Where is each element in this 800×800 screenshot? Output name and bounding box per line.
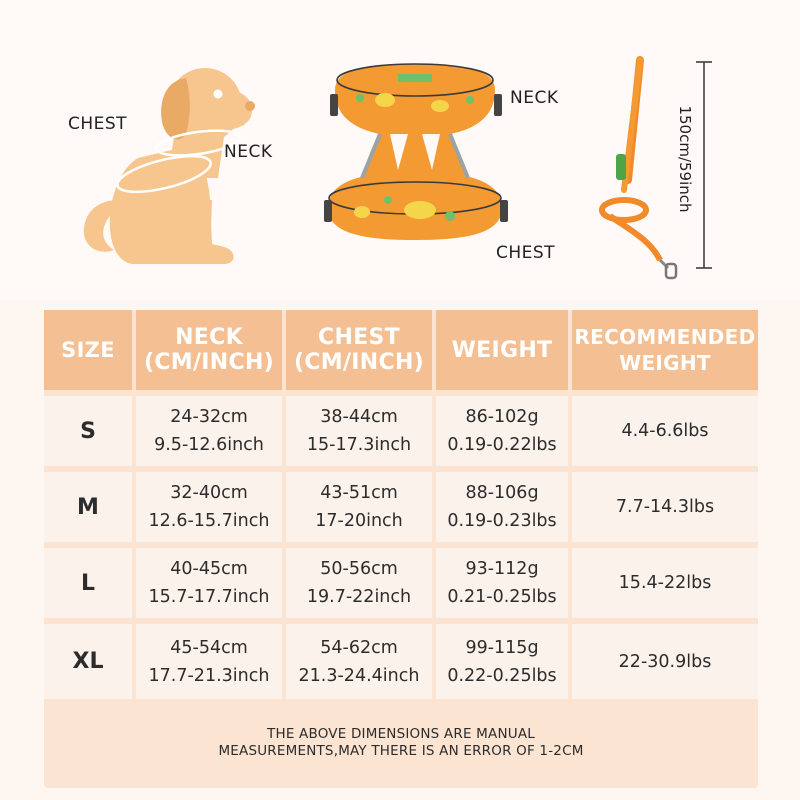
recommended-weight: 15.4-22lbs [619, 569, 712, 597]
chest-cell: 43-51cm 17-20inch [286, 472, 432, 542]
harness-chest-label: CHEST [496, 243, 555, 263]
leash-image [580, 40, 730, 280]
header-weight: WEIGHT [436, 310, 568, 390]
size-label: XL [73, 649, 104, 674]
weight-lbs: 0.21-0.25lbs [447, 583, 556, 611]
header-size-label: SIZE [61, 338, 115, 363]
measurement-note: THE ABOVE DIMENSIONS ARE MANUAL MEASUREM… [44, 707, 758, 779]
harness-image [300, 50, 530, 250]
neck-cm: 32-40cm [170, 479, 248, 507]
weight-g: 88-106g [465, 479, 538, 507]
neck-inch: 9.5-12.6inch [154, 431, 264, 459]
neck-inch: 12.6-15.7inch [149, 507, 270, 535]
chest-cell: 38-44cm 15-17.3inch [286, 396, 432, 466]
header-neck: NECK (CM/INCH) [136, 310, 282, 390]
size-label: M [77, 495, 99, 520]
row-size-l: L [44, 548, 132, 618]
weight-lbs: 0.22-0.25lbs [447, 662, 556, 690]
chest-cm: 50-56cm [320, 555, 398, 583]
recommended-cell: 7.7-14.3lbs [572, 472, 758, 542]
recommended-cell: 22-30.9lbs [572, 624, 758, 699]
size-label: S [80, 419, 96, 444]
header-chest-line1: CHEST [318, 325, 400, 350]
harness-neck-label: NECK [510, 88, 558, 108]
weight-g: 99-115g [465, 634, 538, 662]
header-chest-line2: (CM/INCH) [294, 350, 424, 375]
neck-cm: 24-32cm [170, 403, 248, 431]
weight-g: 93-112g [465, 555, 538, 583]
chest-inch: 15-17.3inch [307, 431, 411, 459]
header-recommended-line1: RECOMMENDED [574, 324, 755, 350]
chest-cell: 54-62cm 21.3-24.4inch [286, 624, 432, 699]
recommended-cell: 4.4-6.6lbs [572, 396, 758, 466]
chest-cm: 54-62cm [320, 634, 398, 662]
chest-inch: 21.3-24.4inch [299, 662, 420, 690]
neck-cell: 24-32cm 9.5-12.6inch [136, 396, 282, 466]
recommended-cell: 15.4-22lbs [572, 548, 758, 618]
header-chest: CHEST (CM/INCH) [286, 310, 432, 390]
dog-chest-label: CHEST [68, 114, 127, 134]
row-size-m: M [44, 472, 132, 542]
dog-silhouette [40, 50, 280, 280]
recommended-weight: 7.7-14.3lbs [616, 493, 714, 521]
header-recommended-weight: RECOMMENDED WEIGHT [572, 310, 758, 390]
neck-cell: 32-40cm 12.6-15.7inch [136, 472, 282, 542]
recommended-weight: 4.4-6.6lbs [621, 417, 708, 445]
weight-lbs: 0.19-0.23lbs [447, 507, 556, 535]
neck-cm: 45-54cm [170, 634, 248, 662]
neck-cell: 45-54cm 17.7-21.3inch [136, 624, 282, 699]
weight-cell: 88-106g 0.19-0.23lbs [436, 472, 568, 542]
weight-cell: 99-115g 0.22-0.25lbs [436, 624, 568, 699]
note-line-1: THE ABOVE DIMENSIONS ARE MANUAL [267, 726, 535, 743]
weight-lbs: 0.19-0.22lbs [447, 431, 556, 459]
header-recommended-line2: WEIGHT [619, 350, 711, 376]
row-size-s: S [44, 396, 132, 466]
neck-cm: 40-45cm [170, 555, 248, 583]
note-line-2: MEASUREMENTS,MAY THERE IS AN ERROR OF 1-… [218, 743, 583, 760]
dog-neck-label: NECK [224, 142, 272, 162]
size-label: L [81, 571, 95, 596]
chest-inch: 19.7-22inch [307, 583, 411, 611]
neck-cell: 40-45cm 15.7-17.7inch [136, 548, 282, 618]
header-size: SIZE [44, 310, 132, 390]
weight-cell: 86-102g 0.19-0.22lbs [436, 396, 568, 466]
neck-inch: 15.7-17.7inch [149, 583, 270, 611]
chest-cm: 38-44cm [320, 403, 398, 431]
weight-g: 86-102g [465, 403, 538, 431]
chest-inch: 17-20inch [315, 507, 403, 535]
chest-cm: 43-51cm [320, 479, 398, 507]
header-weight-label: WEIGHT [452, 338, 553, 363]
chest-cell: 50-56cm 19.7-22inch [286, 548, 432, 618]
neck-inch: 17.7-21.3inch [149, 662, 270, 690]
weight-cell: 93-112g 0.21-0.25lbs [436, 548, 568, 618]
recommended-weight: 22-30.9lbs [619, 648, 712, 676]
row-size-xl: XL [44, 624, 132, 699]
leash-length-label: 150cm/59inch [676, 84, 694, 234]
header-neck-line2: (CM/INCH) [144, 350, 274, 375]
header-neck-line1: NECK [175, 325, 243, 350]
